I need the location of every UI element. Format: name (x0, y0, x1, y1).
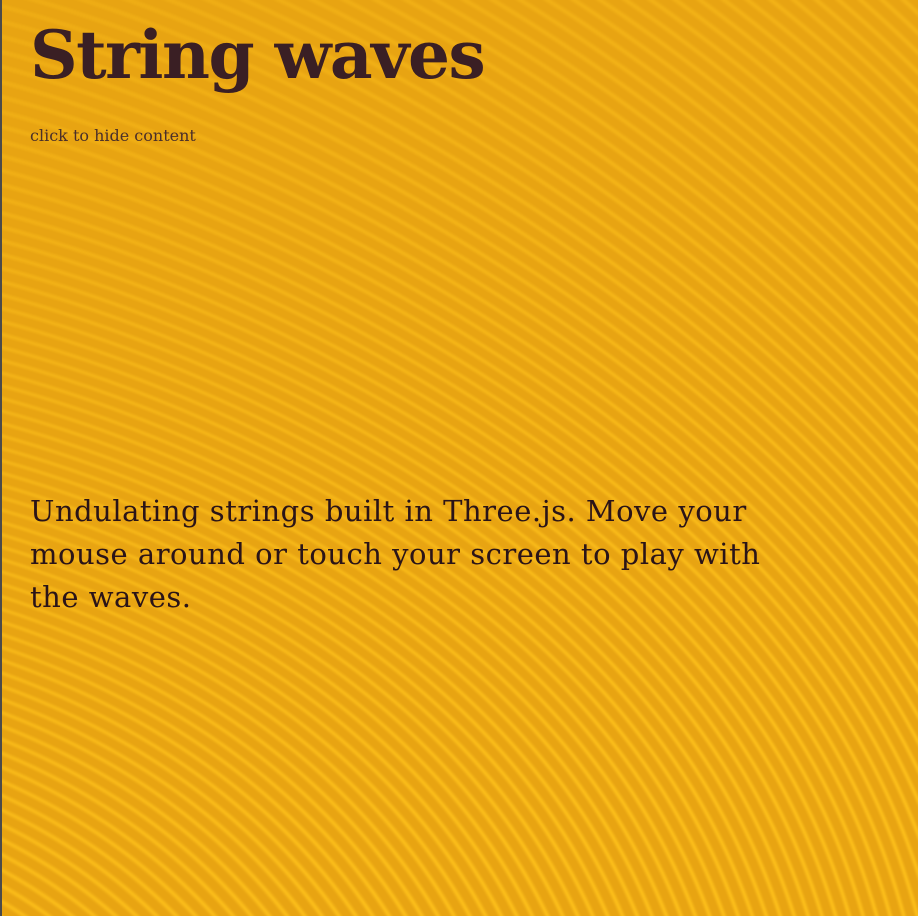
window-edge (0, 0, 2, 916)
page-description: Undulating strings built in Three.js. Mo… (30, 494, 761, 614)
hide-content-toggle[interactable]: click to hide content (30, 126, 196, 145)
page-title: String waves (30, 16, 486, 94)
